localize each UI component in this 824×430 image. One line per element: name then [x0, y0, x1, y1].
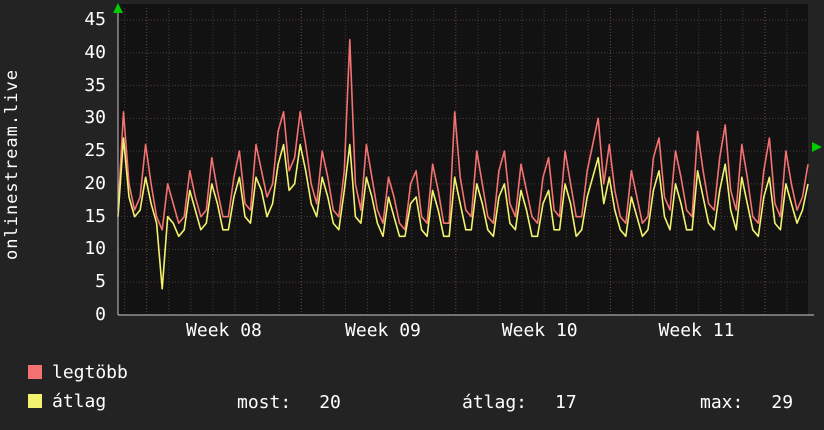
- y-tick-label: 10: [84, 238, 106, 260]
- plot-area: [118, 4, 808, 315]
- series-line-átlag: [117, 137, 809, 290]
- y-tick-label: 45: [84, 9, 106, 30]
- x-tick-label: Week 09: [345, 320, 421, 341]
- right-arrow-icon: [812, 142, 822, 152]
- legend-label-atlag: átlag: [52, 390, 107, 412]
- x-tick-label: Week 08: [186, 320, 262, 341]
- legend-label-legtobb: legtöbb: [52, 361, 128, 383]
- series-line-legtöbb: [117, 38, 809, 231]
- stat-atlag-label: átlag:: [462, 392, 528, 413]
- y-tick-label: 0: [95, 304, 106, 325]
- stat-atlag: átlag: 17: [462, 392, 577, 413]
- y-axis-arrow-icon: [113, 3, 123, 13]
- y-tick-label: 35: [84, 74, 106, 96]
- stat-most-label: most:: [237, 392, 292, 413]
- legend-row-legtobb: legtöbb: [28, 361, 128, 383]
- stat-most: most: 20: [237, 392, 341, 413]
- legend-row-atlag: átlag: [28, 390, 107, 412]
- legend-swatch-legtobb: [28, 365, 42, 379]
- y-tick-label: 25: [84, 140, 106, 162]
- y-tick-label: 15: [84, 205, 106, 227]
- stat-max-label: max:: [700, 392, 744, 413]
- stat-max-value: 29: [771, 392, 794, 413]
- y-tick-label: 5: [95, 271, 106, 293]
- y-tick-label: 30: [84, 107, 106, 129]
- y-tick-label: 40: [84, 41, 106, 63]
- y-tick-label: 20: [84, 172, 106, 194]
- x-tick-label: Week 10: [501, 320, 578, 341]
- legend-swatch-atlag: [28, 394, 42, 408]
- x-tick-label: Week 11: [658, 320, 735, 341]
- stat-atlag-value: 17: [555, 392, 577, 413]
- stat-max: max: 29: [700, 392, 793, 413]
- stat-most-value: 20: [319, 392, 341, 413]
